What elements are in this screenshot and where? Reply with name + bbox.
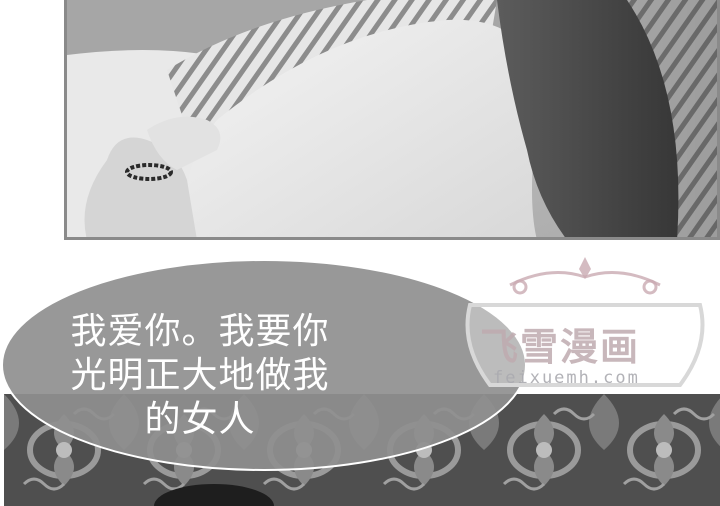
watermark-title: 飞雪漫画: [480, 325, 641, 369]
speech-bubble-text: 我爱你。我要你 光明正大地做我 的女人: [40, 310, 360, 442]
watermark-frame: [465, 257, 705, 387]
watermark-url: feixuemh.com: [493, 368, 640, 388]
bed-scene-illustration: [67, 0, 717, 237]
dialogue-line-1: 我爱你。我要你: [70, 311, 330, 352]
speech-bubble: [1, 259, 527, 471]
top-comic-panel: [64, 0, 720, 240]
dialogue-line-2: 光明正大地做我: [70, 355, 330, 396]
dialogue-line-3: 的女人: [144, 399, 256, 440]
